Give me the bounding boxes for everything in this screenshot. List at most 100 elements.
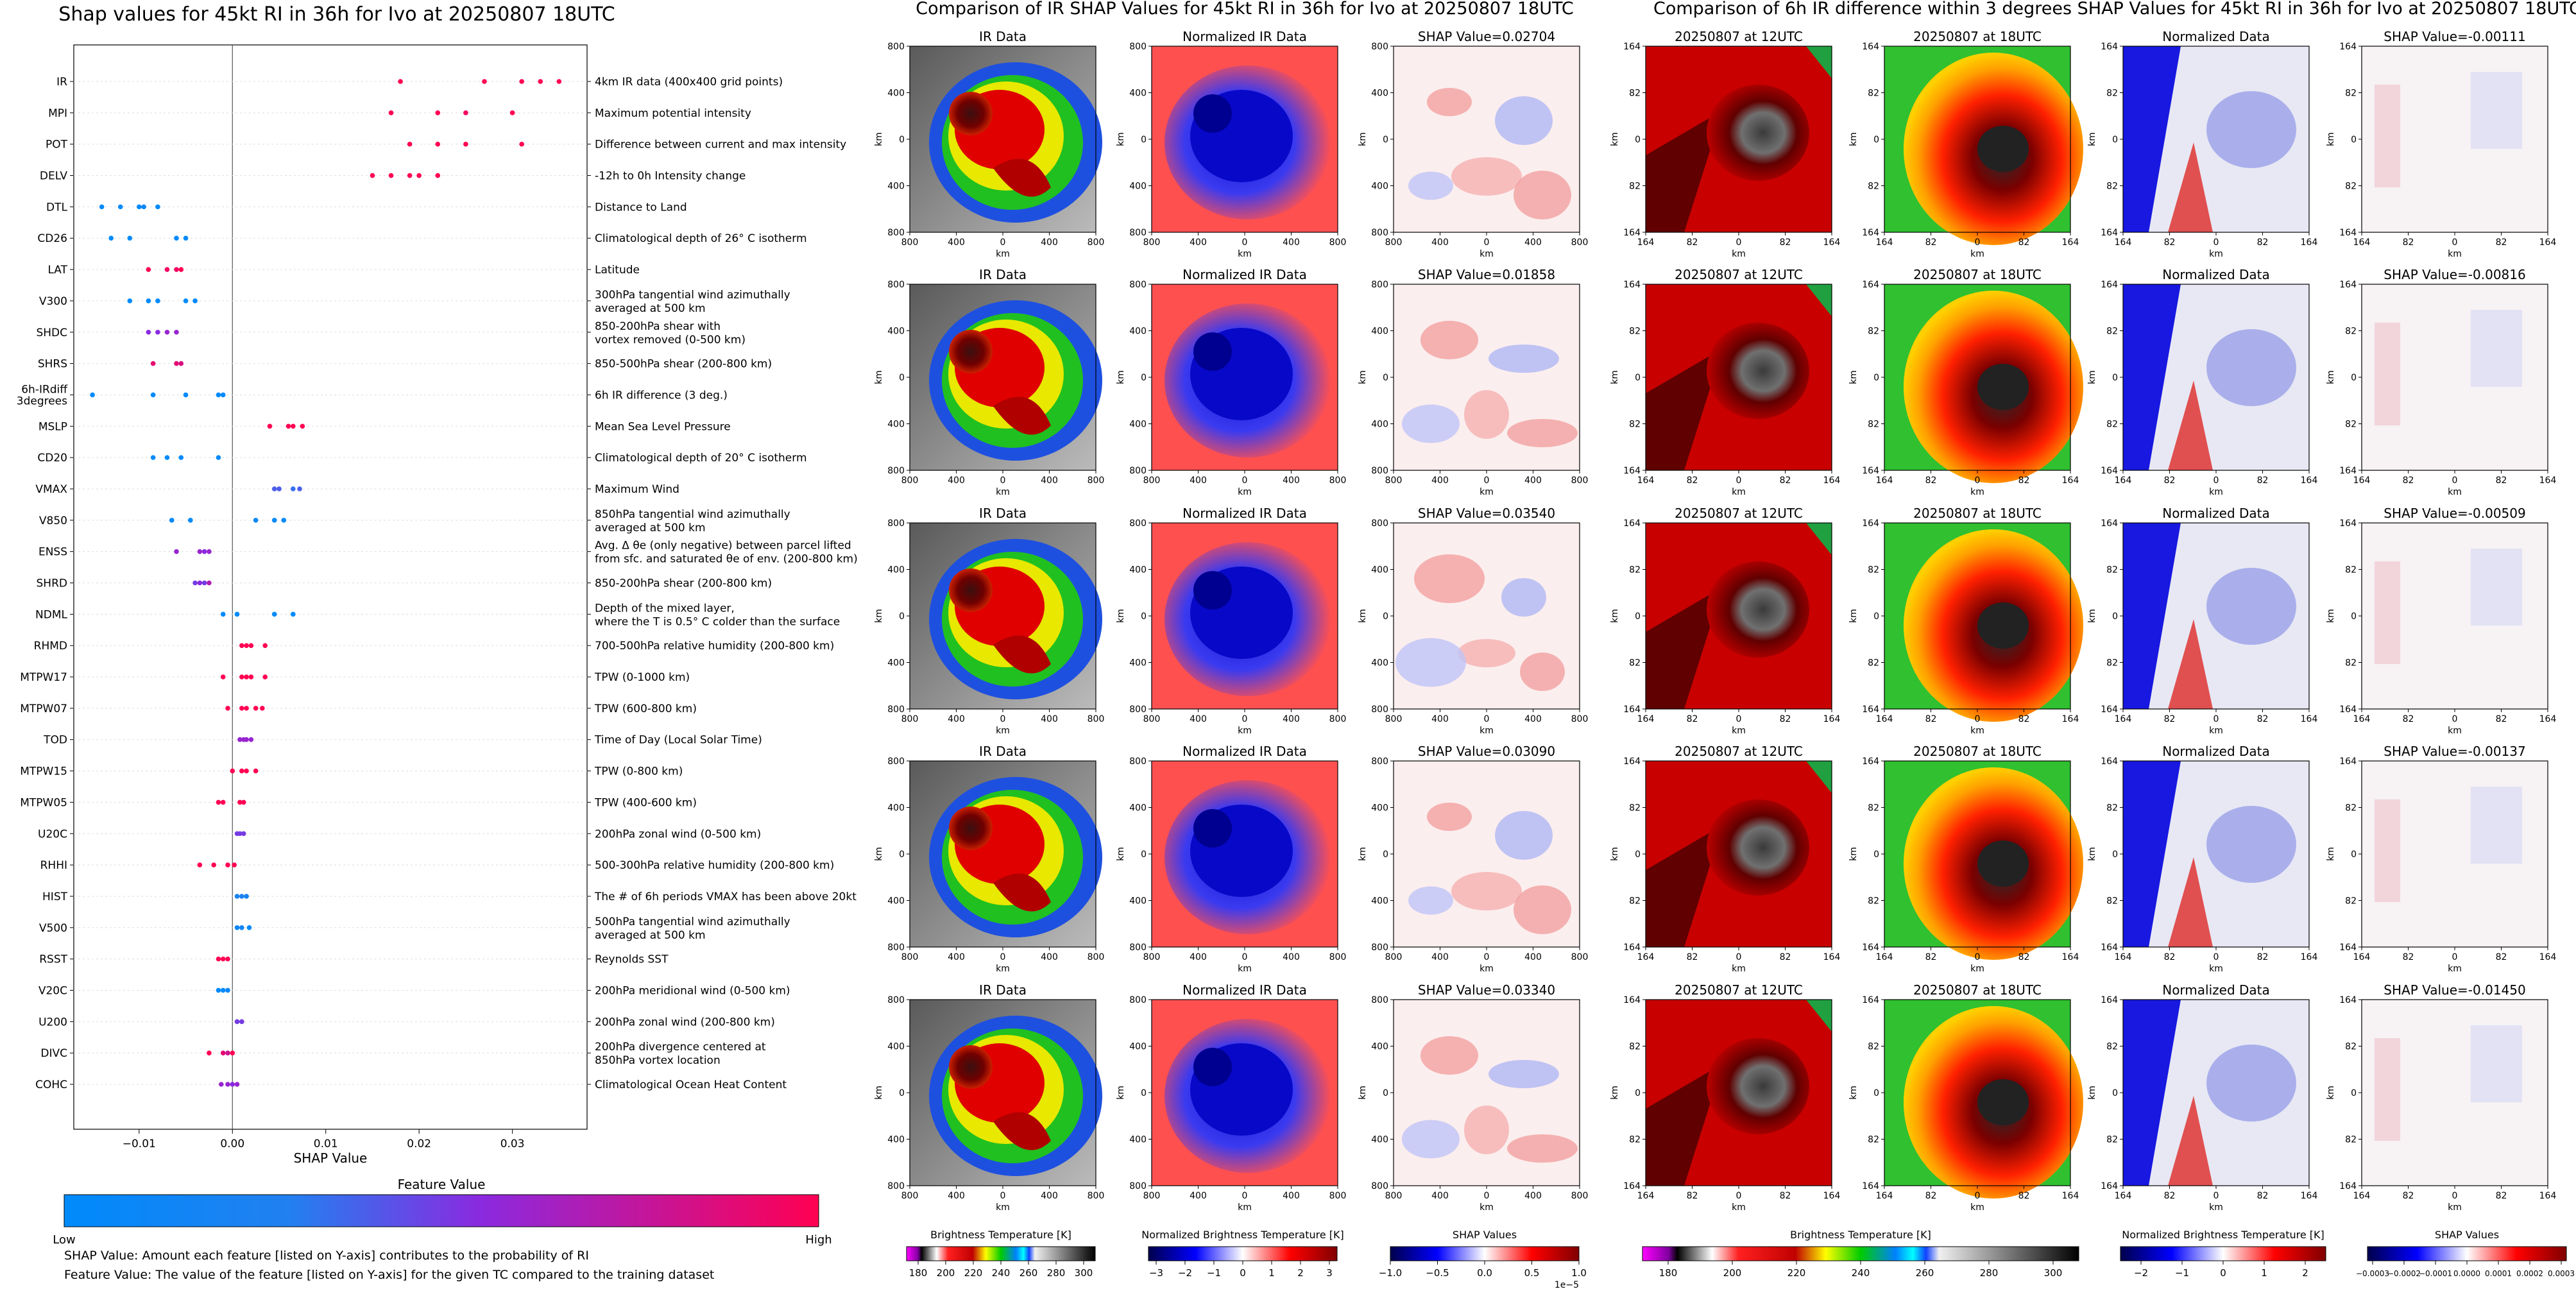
colorbar-tick-label: 240 — [992, 1267, 1011, 1279]
shap-colorbar-exponent: 1e−5 — [1555, 1280, 1579, 1289]
shap-point — [234, 611, 240, 617]
colorbar-tick-label: 300 — [1075, 1267, 1093, 1279]
panel-x-tick-label: 400 — [1431, 714, 1449, 724]
feature-label: V20C — [38, 984, 67, 997]
panel-x-tick-label: 0 — [1975, 714, 1981, 724]
panel-x-label: km — [996, 1202, 1010, 1213]
panel-y-tick-label: 0 — [899, 849, 905, 860]
colorbar-tick-label: 1 — [2261, 1267, 2267, 1279]
feature-label: COHC — [35, 1079, 67, 1091]
panel-y-tick-label: 0 — [899, 611, 905, 622]
panel-x-tick-label: 400 — [1041, 714, 1058, 724]
panel-title: IR Data — [979, 267, 1027, 282]
shap-point — [230, 768, 235, 774]
shap-point — [253, 768, 259, 774]
panel-y-tick-label: 400 — [887, 420, 905, 430]
shap-image — [1394, 1000, 1580, 1186]
colorbar-tick-label: 220 — [964, 1267, 983, 1279]
panel-y-tick-label: 164 — [1623, 1181, 1641, 1191]
panel-title: SHAP Value=0.01858 — [1418, 267, 1555, 282]
shap-point — [244, 643, 249, 648]
panel-x-tick-label: 82 — [2018, 714, 2030, 724]
normalized-diff-image — [2123, 523, 2309, 709]
shap-point — [482, 79, 487, 84]
panel-title: 20250807 at 12UTC — [1675, 982, 1803, 998]
panel-x-label: km — [1480, 249, 1494, 259]
feature-description: 200hPa zonal wind (200-800 km) — [595, 1016, 775, 1029]
panel-x-tick-label: 400 — [1283, 237, 1300, 248]
feature-description: Climatological Ocean Heat Content — [595, 1079, 787, 1091]
panel-x-tick-label: 400 — [1283, 475, 1300, 486]
panel-x-tick-label: 800 — [1088, 1191, 1105, 1201]
panel-x-tick-label: 800 — [901, 475, 919, 486]
bt-colorbar-label: Brightness Temperature [K] — [930, 1229, 1071, 1241]
panel-y-tick-label: 164 — [2101, 995, 2118, 1005]
panel-x-tick-label: 800 — [1385, 237, 1403, 248]
panel-x-tick-label: 164 — [2115, 1191, 2132, 1201]
panel-x-tick-label: 800 — [1571, 237, 1589, 248]
panel-x-tick-label: 82 — [1780, 714, 1791, 724]
panel-y-tick-label: 164 — [1862, 704, 1879, 715]
panel-x-tick-label: 800 — [1385, 475, 1403, 486]
panel-x-tick-label: 800 — [1329, 1191, 1347, 1201]
panel-x-tick-label: 0 — [1975, 475, 1981, 486]
panel-x-tick-label: 82 — [2164, 475, 2176, 486]
colorbar-tick-label: −3 — [1149, 1267, 1163, 1279]
colorbar-tick-label: 0.0 — [1477, 1267, 1492, 1279]
panel-x-tick-label: 400 — [1524, 1191, 1542, 1201]
shap-point — [225, 956, 230, 962]
shap-point — [183, 235, 189, 241]
panel-x-tick-label: 82 — [1780, 1191, 1791, 1201]
shap-point — [192, 580, 198, 586]
shap-point — [99, 204, 105, 210]
panel-y-tick-label: 164 — [2101, 280, 2118, 290]
panel-y-tick-label: 400 — [1129, 327, 1147, 337]
shap-point — [225, 987, 230, 993]
footnote-feature: Feature Value: The value of the feature … — [64, 1268, 715, 1282]
panel-y-tick-label: 164 — [1623, 995, 1641, 1005]
shap-point — [291, 611, 296, 617]
panel-x-tick-label: 800 — [1088, 952, 1105, 962]
panel-y-tick-label: 82 — [1629, 420, 1641, 430]
ir-12utc-image — [1646, 284, 1832, 470]
panel-y-tick-label: 800 — [1371, 280, 1388, 290]
panel-x-tick-label: 164 — [2539, 714, 2557, 724]
shap-point — [216, 799, 221, 805]
panel-x-tick-label: 800 — [901, 952, 919, 962]
panel-x-tick-label: 82 — [1780, 475, 1791, 486]
panel-y-tick-label: 164 — [2101, 1181, 2118, 1191]
panel-y-tick-label: 164 — [2339, 943, 2357, 953]
nbt2-colorbar-label: Normalized Brightness Temperature [K] — [2122, 1229, 2324, 1241]
panel-y-label: km — [1610, 1086, 1620, 1100]
panel-y-tick-label: 82 — [2106, 1135, 2118, 1145]
shap-point — [183, 392, 189, 398]
panel-y-tick-label: 0 — [2351, 849, 2357, 860]
panel-x-label: km — [1480, 726, 1494, 736]
panel-x-label: km — [1970, 487, 1984, 497]
panel-y-tick-label: 400 — [1371, 1135, 1388, 1145]
colorbar-tick-label: 240 — [1852, 1267, 1870, 1279]
feature-label: ENSS — [38, 546, 67, 559]
panel-x-tick-label: 164 — [1876, 952, 1893, 962]
shap-point — [220, 987, 226, 993]
feature-description: 850-500hPa shear (200-800 km) — [595, 358, 772, 371]
shap-point — [239, 1019, 244, 1025]
x-tick-label: 0.01 — [314, 1138, 338, 1150]
panel-y-tick-label: 0 — [2112, 1088, 2118, 1098]
panel-y-label: km — [2326, 370, 2336, 384]
panel-y-tick-label: 164 — [2339, 518, 2357, 529]
panel-x-tick-label: 0 — [1000, 475, 1006, 486]
panel-x-tick-label: 82 — [1925, 1191, 1937, 1201]
panel-title: IR Data — [979, 982, 1027, 998]
shap-point — [234, 1019, 240, 1025]
panel-y-tick-label: 164 — [1623, 466, 1641, 476]
shap-point — [216, 455, 221, 460]
panel-y-tick-label: 0 — [2351, 373, 2357, 383]
colorbar-tick-label: 1.0 — [1571, 1267, 1587, 1279]
feature-description: Climatological depth of 20° C isotherm — [595, 452, 807, 465]
shap-point — [241, 831, 246, 837]
panel-x-tick-label: 0 — [2213, 237, 2219, 248]
colorbar-tick-label: 2 — [1297, 1267, 1304, 1279]
panel-x-label: km — [1238, 964, 1252, 974]
ir-18utc-image — [1884, 1000, 2083, 1199]
